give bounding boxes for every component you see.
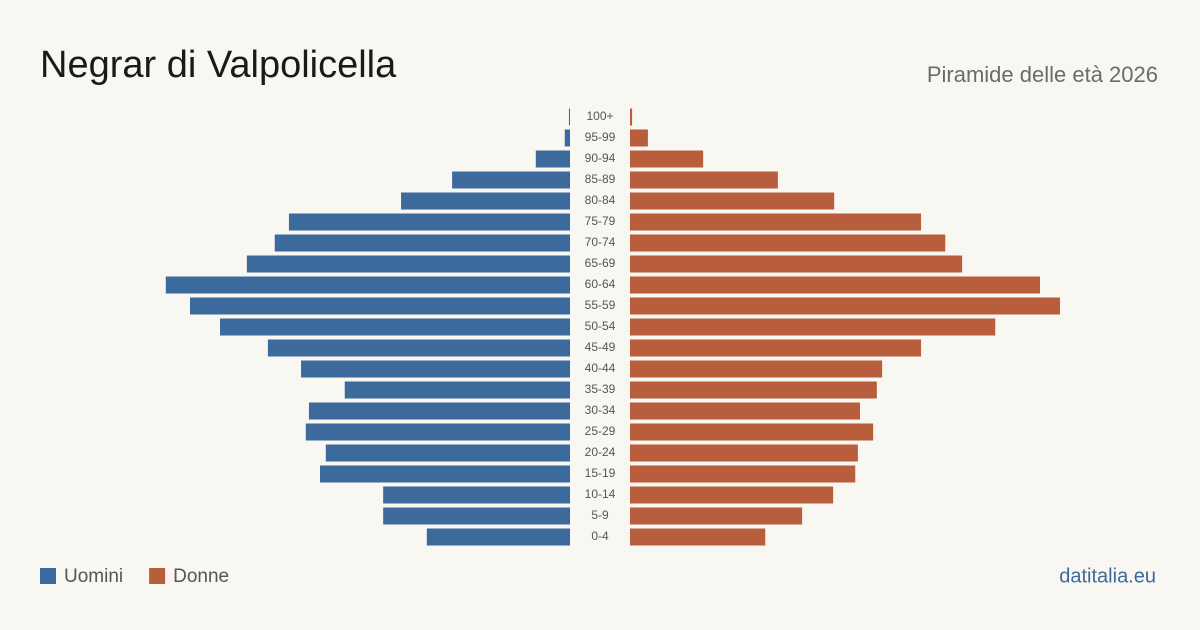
bar-male (344, 381, 570, 399)
bar-female (630, 339, 922, 357)
bar-female (630, 528, 766, 546)
bar-male (564, 129, 570, 147)
bar-female (630, 360, 883, 378)
bar-male (305, 423, 570, 441)
age-label: 30-34 (585, 403, 616, 417)
bar-female (630, 276, 1040, 294)
bar-male (274, 234, 570, 252)
bar-female (630, 402, 860, 420)
legend-swatch (40, 568, 56, 584)
legend-swatch (149, 568, 166, 584)
age-label: 40-44 (585, 361, 616, 375)
age-label: 25-29 (585, 424, 616, 438)
chart-title: Negrar di Valpolicella (40, 44, 397, 86)
bar-male (220, 318, 570, 336)
bar-male (568, 108, 570, 126)
age-label: 60-64 (585, 277, 616, 291)
bar-male (452, 171, 570, 189)
age-label: 65-69 (585, 256, 616, 270)
age-label: 100+ (586, 109, 613, 123)
source: datitalia.eu (1059, 565, 1156, 587)
age-label: 5-9 (591, 508, 609, 522)
age-label: 85-89 (585, 172, 616, 186)
bar-male (301, 360, 570, 378)
bar-male (426, 528, 570, 546)
age-label: 75-79 (585, 214, 616, 228)
age-label: 55-59 (585, 298, 616, 312)
age-label: 45-49 (585, 340, 616, 354)
bar-male (535, 150, 570, 168)
age-label: 15-19 (585, 466, 616, 480)
age-label: 0-4 (591, 529, 609, 543)
bar-female (630, 150, 704, 168)
bar-male (383, 507, 570, 525)
bar-female (630, 171, 778, 189)
age-label: 10-14 (585, 487, 616, 501)
bar-male (165, 276, 570, 294)
bar-male (383, 486, 570, 504)
bar-male (320, 465, 570, 483)
age-label: 35-39 (585, 382, 616, 396)
bar-male (190, 297, 570, 315)
bar-male (267, 339, 570, 357)
bar-male (288, 213, 570, 231)
bar-female (630, 465, 856, 483)
bar-female (630, 192, 835, 210)
bar-female (630, 486, 834, 504)
bar-male (325, 444, 570, 462)
bar-female (630, 129, 648, 147)
bar-female (630, 255, 963, 273)
age-label: 70-74 (585, 235, 616, 249)
age-label: 20-24 (585, 445, 616, 459)
bar-male (401, 192, 570, 210)
age-label: 90-94 (585, 151, 616, 165)
bar-female (630, 108, 633, 126)
bar-female (630, 297, 1060, 315)
age-label: 80-84 (585, 193, 616, 207)
legend-label: Donne (173, 566, 229, 587)
bar-female (630, 444, 858, 462)
bar-female (630, 234, 946, 252)
age-label: 95-99 (585, 130, 616, 144)
age-label: 50-54 (585, 319, 616, 333)
bar-female (630, 423, 874, 441)
bar-female (630, 318, 996, 336)
bar-female (630, 507, 803, 525)
legend-label: Uomini (64, 566, 123, 587)
chart-subtitle: Piramide delle età 2026 (927, 62, 1158, 87)
bar-male (308, 402, 570, 420)
bar-male (246, 255, 570, 273)
bar-female (630, 213, 922, 231)
bar-female (630, 381, 877, 399)
